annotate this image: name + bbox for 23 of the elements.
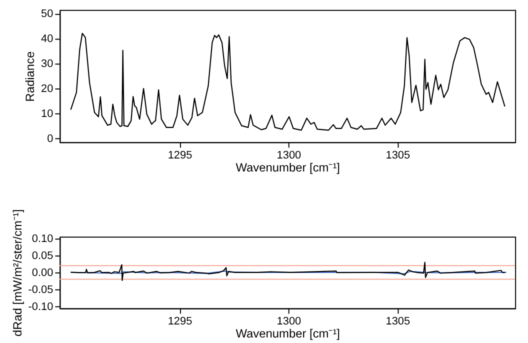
x-axis-title: Wavenumber [cm⁻¹] bbox=[236, 160, 340, 174]
y-axis-title: dRad [mW/m²/ster/cm⁻¹] bbox=[10, 209, 24, 337]
y-tick-label: 40 bbox=[41, 33, 54, 46]
line-series bbox=[70, 262, 506, 282]
y-tick-label: 10 bbox=[41, 108, 54, 120]
x-tick-label: 1300 bbox=[276, 316, 302, 328]
x-tick-label: 1295 bbox=[168, 316, 192, 328]
x-tick-label: 1295 bbox=[168, 150, 192, 162]
x-tick-label: 1305 bbox=[386, 316, 410, 328]
y-tick-label: 30 bbox=[41, 58, 54, 70]
y-tick-label: 50 bbox=[41, 8, 54, 20]
y-tick-label: -0.10 bbox=[28, 301, 54, 313]
y-tick-label: 0.00 bbox=[32, 266, 54, 279]
x-axis-title: Wavenumber [cm⁻¹] bbox=[236, 326, 340, 341]
y-tick-label: 0.05 bbox=[32, 250, 54, 262]
y-axis-title: Radiance bbox=[23, 50, 38, 102]
y-tick-label: 0 bbox=[47, 132, 54, 145]
y-tick-label: 20 bbox=[41, 83, 54, 95]
x-tick-label: 1300 bbox=[276, 150, 302, 162]
line-series bbox=[70, 32, 506, 131]
y-tick-label: -0.05 bbox=[28, 284, 54, 296]
y-tick-label: 0.10 bbox=[32, 232, 54, 245]
x-tick-label: 1305 bbox=[386, 150, 410, 162]
